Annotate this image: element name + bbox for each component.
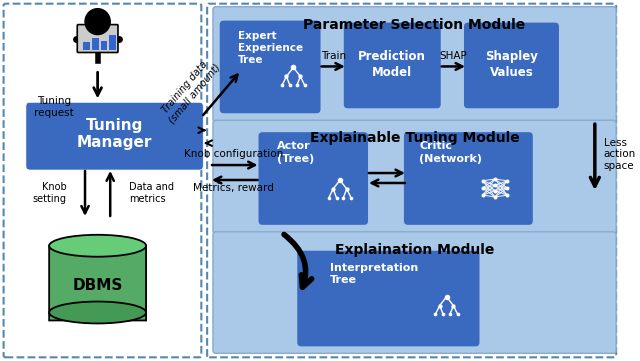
Text: Expert
Experience
Tree: Expert Experience Tree <box>238 31 303 65</box>
FancyBboxPatch shape <box>4 4 202 357</box>
Circle shape <box>85 9 110 35</box>
FancyBboxPatch shape <box>213 120 616 234</box>
FancyBboxPatch shape <box>464 23 559 108</box>
Text: Interpretation
Tree: Interpretation Tree <box>330 263 419 285</box>
Text: Training data
(small amount): Training data (small amount) <box>157 55 222 126</box>
Text: Train: Train <box>321 52 346 61</box>
FancyBboxPatch shape <box>220 21 321 113</box>
Text: Explaination Module: Explaination Module <box>335 243 494 257</box>
Text: DBMS: DBMS <box>72 278 123 293</box>
Text: Tuning
request: Tuning request <box>34 96 74 118</box>
FancyBboxPatch shape <box>207 4 616 357</box>
Bar <box>92 38 99 49</box>
Text: Critic
(Network): Critic (Network) <box>419 141 483 164</box>
FancyBboxPatch shape <box>344 23 441 108</box>
Bar <box>109 35 116 49</box>
FancyBboxPatch shape <box>213 6 616 122</box>
Text: Less
action
space: Less action space <box>604 138 636 171</box>
Text: Data and
metrics: Data and metrics <box>129 182 173 204</box>
Text: Explainable Tuning Module: Explainable Tuning Module <box>310 131 520 145</box>
Text: Prediction
Model: Prediction Model <box>358 50 426 79</box>
Text: Tuning
Manager: Tuning Manager <box>76 118 152 151</box>
Text: Actor
(Tree): Actor (Tree) <box>277 141 314 164</box>
Text: Parameter Selection Module: Parameter Selection Module <box>303 18 525 32</box>
Text: Knob configuration: Knob configuration <box>184 149 283 159</box>
FancyBboxPatch shape <box>49 246 146 321</box>
Ellipse shape <box>49 235 146 257</box>
Text: SHAP: SHAP <box>440 52 467 61</box>
FancyArrowPatch shape <box>284 234 312 287</box>
Text: Metrics, reward: Metrics, reward <box>193 183 274 193</box>
FancyBboxPatch shape <box>213 232 616 353</box>
Bar <box>83 42 90 49</box>
FancyBboxPatch shape <box>77 25 118 52</box>
FancyBboxPatch shape <box>259 132 368 225</box>
FancyBboxPatch shape <box>404 132 533 225</box>
Bar <box>100 42 108 49</box>
Text: Shapley
Values: Shapley Values <box>485 50 538 79</box>
Text: Knob
setting: Knob setting <box>33 182 67 204</box>
FancyBboxPatch shape <box>298 251 479 346</box>
FancyBboxPatch shape <box>26 102 204 170</box>
Ellipse shape <box>49 301 146 323</box>
